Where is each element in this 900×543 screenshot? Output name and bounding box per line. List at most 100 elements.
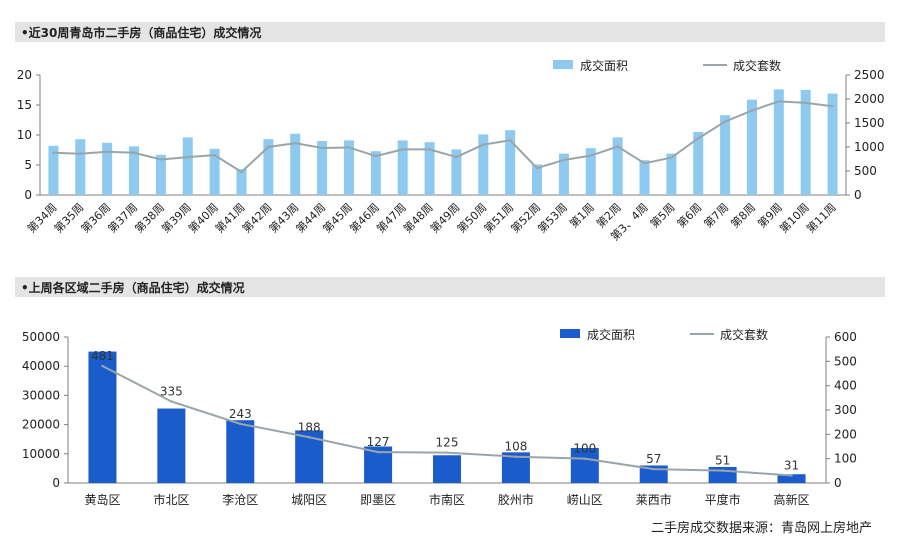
c0-line-point [186, 155, 189, 159]
c0-bar [693, 132, 704, 195]
c1-line-point [376, 450, 380, 454]
c1-category-label: 城阳区 [291, 493, 327, 507]
c0-category-label: 第52周 [508, 200, 543, 235]
c0-line-point [804, 101, 807, 105]
c1-left-tick-label: 0 [52, 476, 60, 490]
c0-bar [612, 137, 623, 195]
c1-category-label: 崂山区 [567, 493, 603, 507]
c0-line-point [723, 120, 727, 123]
c1-data-label: 51 [715, 454, 730, 468]
c0-line-point [697, 137, 700, 140]
c1-bar [433, 455, 461, 483]
c0-left-tick-label: 20 [17, 68, 32, 82]
c0-category-label: 第43周 [266, 200, 301, 235]
c0-line-point [428, 148, 431, 151]
c0-bar [666, 153, 677, 195]
c0-line-point [320, 146, 324, 150]
c0-line-point [240, 170, 243, 174]
c0-line-point [777, 100, 781, 103]
c0-left-tick-label: 10 [17, 128, 32, 142]
c0-bar [182, 137, 193, 195]
c1-category-label: 即墨区 [360, 493, 396, 507]
c0-line-point [132, 151, 136, 154]
c0-right-tick-label: 1000 [854, 140, 885, 154]
c0-line-point [79, 152, 82, 155]
c0-line-point [643, 162, 646, 165]
c0-left-tick-label: 15 [17, 98, 32, 112]
c0-category-label: 第47周 [373, 200, 408, 235]
c0-category-label: 第35周 [51, 200, 86, 235]
c0-line-point [750, 109, 754, 112]
c0-line-point [562, 158, 566, 162]
c0-line-point [374, 154, 378, 158]
c0-bar [451, 149, 462, 195]
chart1-header: •近30周青岛市二手房（商品住宅）成交情况 [15, 22, 885, 42]
c1-legend-bar-label: 成交面积 [587, 327, 635, 342]
c0-category-label: 第53周 [535, 200, 570, 235]
c0-category-label: 第11周 [803, 200, 838, 235]
chart2-title: •上周各区域二手房（商品住宅）成交情况 [21, 281, 245, 295]
c1-line-point [445, 451, 449, 454]
c0-category-label: 第34周 [24, 200, 59, 235]
c1-right-tick-label: 400 [834, 379, 857, 393]
c0-bar [48, 145, 59, 195]
c1-left-tick-label: 10000 [22, 447, 60, 461]
c1-data-label: 481 [91, 349, 114, 363]
c0-bar [75, 139, 86, 195]
c1-left-tick-label: 40000 [22, 359, 60, 373]
c1-category-label: 莱西市 [636, 492, 672, 507]
c1-right-tick-label: 600 [834, 330, 857, 344]
c0-right-tick-label: 2000 [854, 92, 885, 106]
c0-bar [800, 90, 811, 195]
c0-category-label: 第46周 [347, 200, 382, 235]
c1-legend-line-label: 成交套数 [720, 327, 768, 342]
c1-left-tick-label: 30000 [22, 388, 60, 402]
c0-line-point [52, 151, 55, 154]
c0-bar [102, 142, 113, 195]
c1-data-label: 108 [504, 440, 527, 454]
c0-category-label: 第1周 [566, 200, 596, 230]
chart2-header: •上周各区域二手房（商品住宅）成交情况 [15, 277, 885, 297]
c0-line-point [616, 145, 619, 148]
c0-bar [129, 146, 140, 195]
c0-category-label: 第8周 [728, 200, 758, 230]
c1-data-label: 188 [298, 420, 321, 434]
c0-left-tick-label: 0 [24, 188, 32, 202]
c0-category-label: 第37周 [105, 200, 140, 235]
c1-legend-bar-swatch [560, 329, 580, 338]
c0-bar [585, 148, 596, 195]
c0-line-point [482, 143, 485, 146]
c1-bar [570, 447, 599, 483]
c1-line-point [307, 436, 311, 439]
c1-bar [157, 408, 186, 483]
c1-line-point [721, 469, 724, 472]
c0-bar [639, 160, 650, 195]
c1-data-label: 57 [646, 452, 661, 466]
c1-category-label: 平度市 [705, 492, 741, 507]
c1-right-tick-label: 500 [834, 354, 857, 368]
c1-line-point [101, 364, 104, 368]
c1-category-label: 黄岛区 [84, 492, 120, 507]
c0-bar [155, 154, 166, 195]
c0-line-point [401, 148, 404, 151]
c0-right-tick-label: 500 [854, 164, 877, 178]
c1-bar [777, 474, 806, 483]
c1-data-label: 125 [436, 436, 459, 450]
c0-right-tick-label: 2500 [854, 68, 885, 82]
c0-bar [773, 89, 784, 195]
c0-category-label: 第5周 [647, 200, 677, 230]
c1-line-point [790, 474, 793, 477]
c0-category-label: 第6周 [674, 200, 704, 230]
c0-category-label: 第40周 [185, 200, 220, 235]
c1-line-point [514, 455, 518, 458]
c1-right-tick-label: 0 [834, 476, 842, 490]
c1-bar [708, 466, 737, 483]
c0-category-label: 第41周 [212, 200, 247, 235]
c0-category-label: 第51周 [481, 200, 516, 235]
c1-right-tick-label: 300 [834, 403, 857, 417]
c0-bar [370, 151, 381, 195]
c0-line-series [53, 100, 833, 174]
c0-right-tick-label: 0 [854, 188, 862, 202]
c0-bar [290, 133, 301, 195]
c1-bar [226, 420, 255, 483]
